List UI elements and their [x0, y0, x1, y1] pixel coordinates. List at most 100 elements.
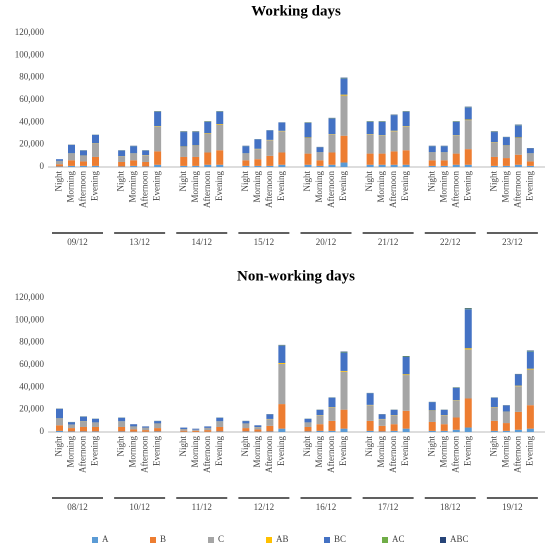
bar-segment	[216, 150, 224, 165]
bar-segment	[192, 428, 200, 430]
bar-segment	[428, 410, 436, 422]
bar-segment	[502, 430, 510, 432]
bar-segment	[304, 418, 312, 423]
y-tick-label: 100,000	[15, 314, 45, 324]
bar-segment	[266, 155, 274, 166]
bar-segment	[242, 421, 250, 424]
bar-segment	[204, 430, 212, 432]
bar-segment	[428, 165, 436, 167]
bar-segment	[452, 417, 460, 430]
x-tick-label: Evening	[400, 436, 410, 466]
bar-segment	[514, 385, 522, 387]
bar-segment	[80, 165, 87, 167]
bar-segment	[192, 429, 200, 431]
bar-segment	[340, 352, 348, 371]
bar-segment	[142, 161, 150, 167]
bar-segment	[490, 132, 498, 143]
bar-segment	[68, 431, 75, 432]
bar-segment	[68, 160, 75, 166]
bar-segment	[490, 142, 498, 157]
bar-segment	[92, 165, 99, 167]
bar-segment	[316, 424, 324, 431]
bar-segment	[254, 425, 262, 428]
bar-segment	[278, 122, 286, 131]
y-tick-label: 80,000	[19, 72, 44, 82]
bar-segment	[266, 414, 274, 419]
group-label: 14/12	[191, 237, 212, 247]
x-tick-label: Evening	[214, 436, 224, 466]
bar-segment	[526, 368, 534, 370]
bar-segment	[340, 428, 348, 432]
bar-segment	[304, 153, 312, 165]
x-tick-label: Evening	[276, 436, 286, 466]
bar-segment	[92, 156, 99, 166]
bar-segment	[514, 386, 522, 412]
bar-segment	[464, 349, 472, 399]
x-tick-label: Evening	[524, 436, 534, 466]
bar-segment	[266, 431, 274, 432]
bar-segment	[366, 121, 374, 135]
bar-segment	[92, 418, 99, 423]
bar-segment	[428, 146, 436, 153]
bar-segment	[204, 152, 212, 165]
bar-segment	[80, 421, 87, 427]
bar-segment	[366, 164, 374, 167]
bar-segment	[390, 131, 398, 152]
bar-segment	[266, 425, 274, 432]
bar-segment	[80, 416, 87, 422]
x-tick-label: Evening	[462, 436, 472, 466]
x-tick-label: Night	[302, 171, 312, 192]
bar-segment	[526, 428, 534, 432]
bar-segment	[142, 426, 150, 428]
bar-segment	[378, 431, 386, 432]
bar-segment	[402, 164, 410, 167]
bar-segment	[142, 430, 150, 432]
bar-segment	[440, 424, 448, 431]
bar-segment	[316, 165, 324, 167]
bar-segment	[118, 421, 126, 427]
bar-segment	[526, 153, 534, 162]
x-tick-label: Evening	[90, 171, 100, 201]
bar-segment	[192, 132, 200, 146]
x-tick-label: Evening	[152, 171, 162, 201]
bar-segment	[216, 124, 224, 151]
legend-label: BC	[334, 534, 346, 544]
bar-segment	[428, 402, 436, 411]
chart-title: Working days	[251, 3, 341, 19]
bar-segment	[526, 405, 534, 429]
bar-segment	[428, 152, 436, 161]
x-tick-label: Afternoon	[202, 436, 212, 473]
bar-segment	[242, 423, 250, 429]
bar-segment	[92, 431, 99, 432]
bar-segment	[304, 422, 312, 427]
bar-segment	[464, 107, 472, 120]
bar-segment	[254, 427, 262, 430]
bar-segment	[390, 424, 398, 431]
bar-segment	[328, 407, 336, 421]
bar-segment	[304, 431, 312, 432]
bar-segment	[56, 408, 63, 419]
bar-segment	[278, 362, 286, 364]
legend-swatch	[150, 537, 156, 543]
bar-segment	[278, 152, 286, 165]
bar-segment	[266, 130, 274, 140]
x-tick-label: Afternoon	[450, 436, 460, 473]
bar-segment	[328, 397, 336, 408]
bar-segment	[192, 430, 200, 432]
bar-segment	[464, 308, 472, 310]
x-tick-label: Afternoon	[512, 171, 522, 208]
bar-segment	[266, 165, 274, 167]
bar-segment	[316, 147, 324, 153]
x-tick-label: Evening	[338, 436, 348, 466]
bar-segment	[328, 420, 336, 431]
bar-segment	[154, 126, 162, 127]
bar-segment	[242, 153, 250, 161]
bar-segment	[118, 150, 126, 157]
bar-segment	[204, 427, 212, 431]
bar-segment	[142, 150, 150, 156]
bar-segment	[452, 164, 460, 167]
x-tick-label: Evening	[524, 171, 534, 201]
bar-segment	[278, 404, 286, 429]
bar-segment	[502, 411, 510, 424]
bar-segment	[390, 410, 398, 416]
